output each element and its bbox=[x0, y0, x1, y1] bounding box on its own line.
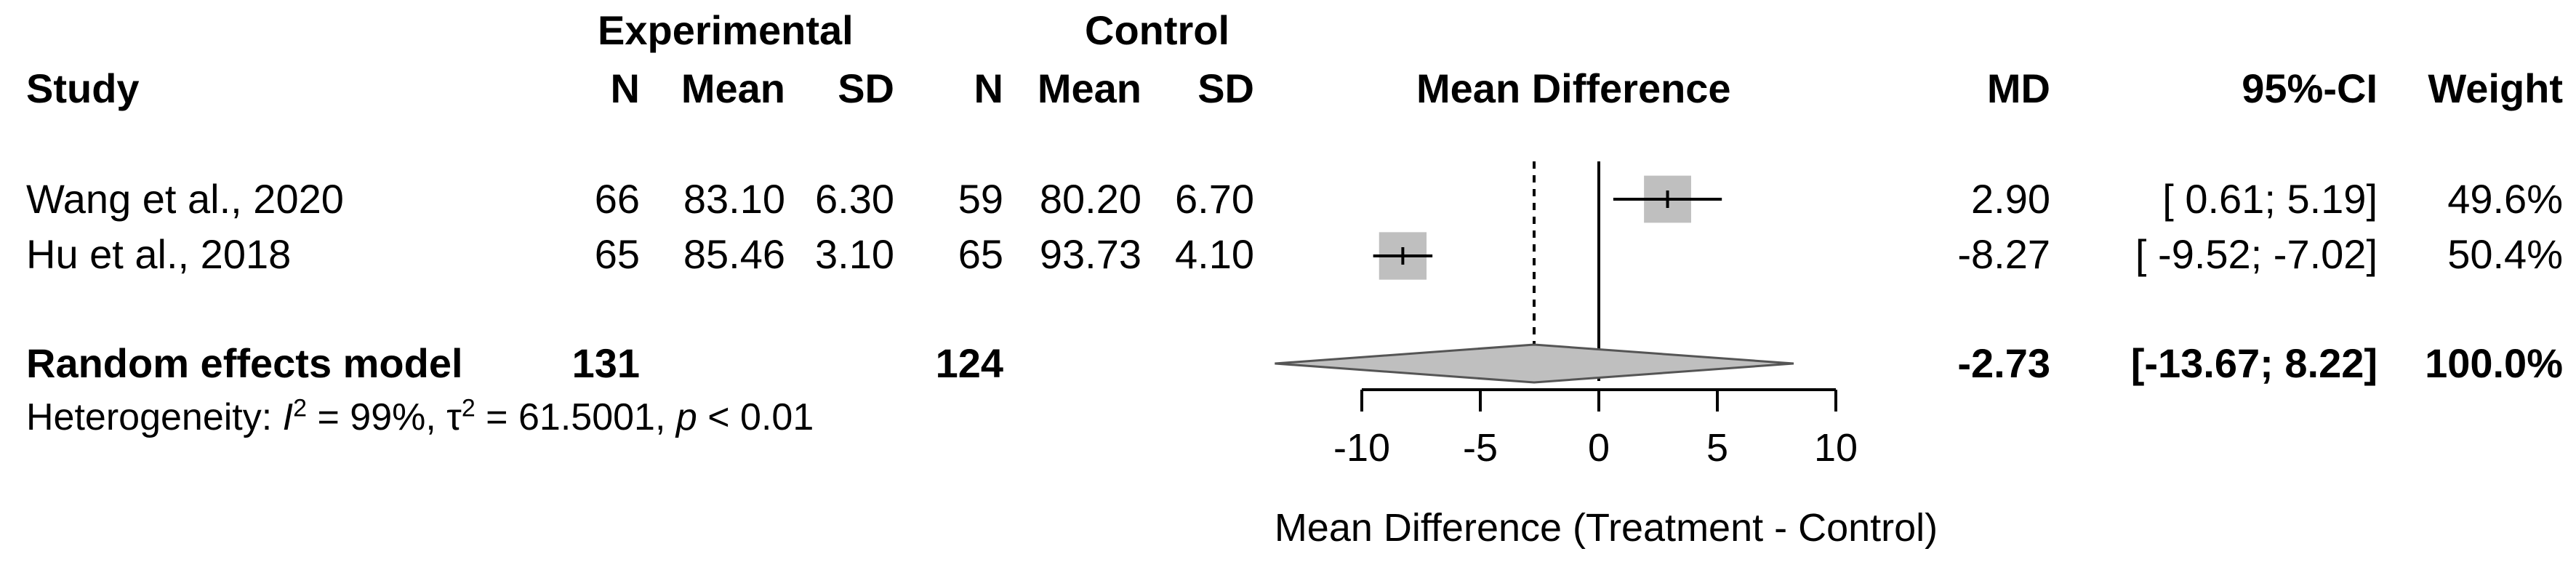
study-exp-sd: 6.30 bbox=[815, 176, 894, 222]
study-ctrl-n: 59 bbox=[958, 176, 1003, 222]
pooled-md: -2.73 bbox=[1957, 340, 2050, 386]
x-tick-label: -10 bbox=[1333, 426, 1390, 470]
header-md: MD bbox=[1986, 65, 2050, 111]
study-ctrl-mean: 80.20 bbox=[1039, 176, 1141, 222]
header-ctrl-mean: Mean bbox=[1037, 65, 1141, 111]
header-weight: Weight bbox=[2428, 65, 2563, 111]
header-exp-mean: Mean bbox=[681, 65, 785, 111]
x-tick-label: 0 bbox=[1588, 426, 1610, 470]
study-ctrl-sd: 4.10 bbox=[1175, 231, 1254, 277]
x-axis-label: Mean Difference (Treatment - Control) bbox=[1275, 506, 1938, 550]
header-exp-sd: SD bbox=[838, 65, 894, 111]
header-ctrl-n: N bbox=[974, 65, 1003, 111]
pooled-weight: 100.0% bbox=[2425, 340, 2563, 386]
study-exp-mean: 85.46 bbox=[683, 231, 785, 277]
study-ci: [ -9.52; -7.02] bbox=[2135, 231, 2378, 277]
study-exp-mean: 83.10 bbox=[683, 176, 785, 222]
header-group-experimental: Experimental bbox=[598, 7, 854, 53]
study-weight: 50.4% bbox=[2447, 231, 2563, 277]
x-tick-label: 10 bbox=[1814, 426, 1858, 470]
study-ctrl-sd: 6.70 bbox=[1175, 176, 1254, 222]
study-name: Wang et al., 2020 bbox=[26, 176, 344, 222]
header-study: Study bbox=[26, 65, 140, 111]
study-ctrl-mean: 93.73 bbox=[1039, 231, 1141, 277]
study-md: -8.27 bbox=[1957, 231, 2050, 277]
pooled-diamond bbox=[1275, 343, 1794, 384]
header-ci: 95%-CI bbox=[2242, 65, 2378, 111]
study-exp-n: 66 bbox=[594, 176, 640, 222]
pooled-ctrl-n: 124 bbox=[935, 340, 1003, 386]
header-plot-title: Mean Difference bbox=[1416, 65, 1731, 111]
heterogeneity-text: Heterogeneity: I2 = 99%, τ2 = 61.5001, p… bbox=[26, 394, 814, 438]
study-md: 2.90 bbox=[1971, 176, 2050, 222]
study-exp-sd: 3.10 bbox=[815, 231, 894, 277]
header-exp-n: N bbox=[610, 65, 640, 111]
study-ci: [ 0.61; 5.19] bbox=[2162, 176, 2378, 222]
x-tick-label: -5 bbox=[1463, 426, 1498, 470]
pooled-exp-n: 131 bbox=[571, 340, 640, 386]
study-exp-n: 65 bbox=[594, 231, 640, 277]
study-weight: 49.6% bbox=[2447, 176, 2563, 222]
study-ctrl-n: 65 bbox=[958, 231, 1003, 277]
header-group-control: Control bbox=[1085, 7, 1230, 53]
pooled-ci: [-13.67; 8.22] bbox=[2130, 340, 2378, 386]
x-tick-label: 5 bbox=[1706, 426, 1728, 470]
pooled-label: Random effects model bbox=[26, 340, 463, 386]
study-name: Hu et al., 2018 bbox=[26, 231, 292, 277]
header-ctrl-sd: SD bbox=[1197, 65, 1254, 111]
